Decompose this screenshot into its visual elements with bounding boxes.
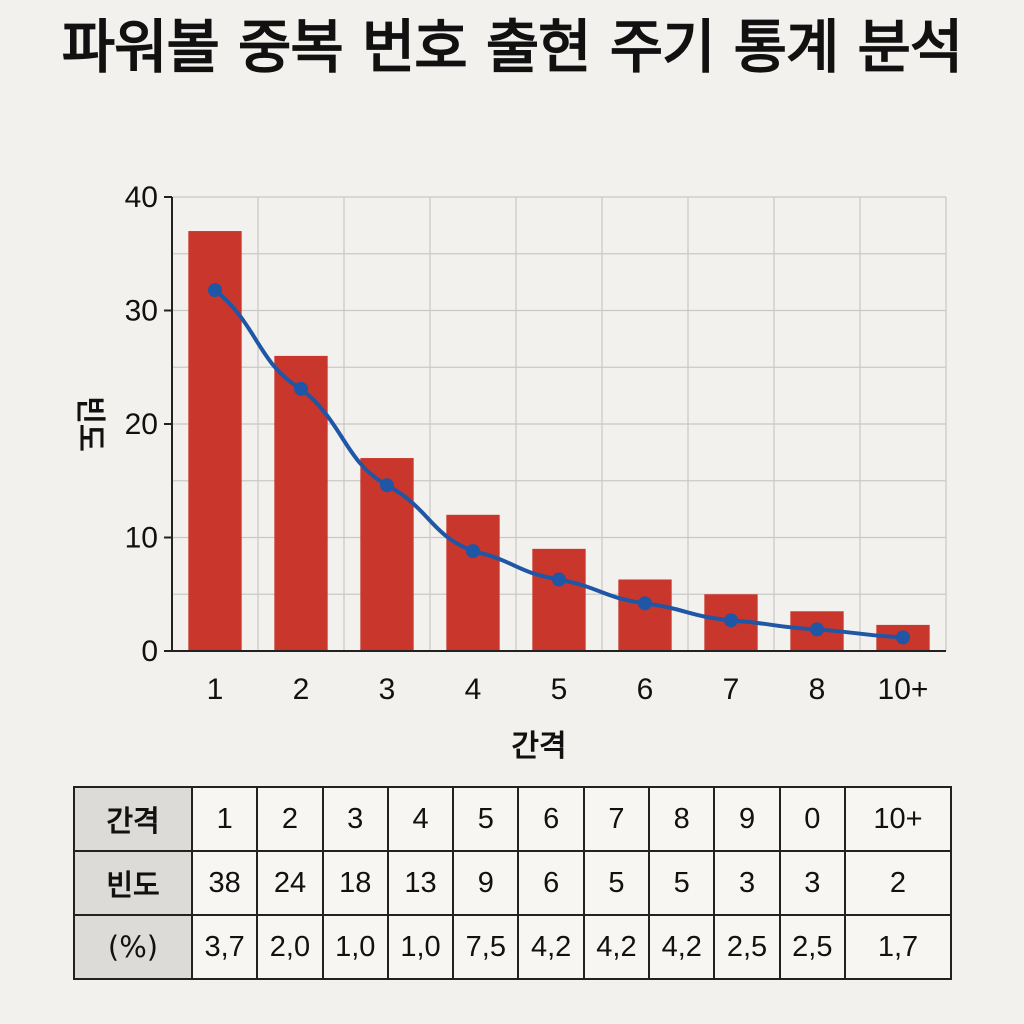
data-table: 간격 1 2 3 4 5 6 7 8 9 0 10+ 빈도 38 24 18 13 9 6 5 5 3 3 2 (%) 3,7 2,… <box>73 786 952 980</box>
table-cell: 1,0 <box>386 914 455 980</box>
table-cell: 5 <box>452 786 520 852</box>
bar <box>618 579 672 651</box>
table-cell: 6 <box>517 850 585 916</box>
table-cell: 38 <box>190 850 259 916</box>
trend-point <box>380 478 394 493</box>
table-cell: 3,7 <box>190 914 259 980</box>
table-row-header: 빈도 <box>73 850 193 916</box>
x-tick-label: 4 <box>465 673 482 706</box>
trend-point <box>810 622 824 637</box>
table-cell: 1,7 <box>844 914 952 980</box>
table-cell: 2,5 <box>778 914 847 980</box>
trend-point <box>896 630 910 645</box>
trend-line <box>208 283 910 645</box>
y-tick-label: 30 <box>125 295 158 328</box>
table-cell: 2,5 <box>713 914 781 980</box>
table-cell: 9 <box>713 786 781 852</box>
table-cell: 24 <box>256 850 324 916</box>
table-cell: 1,0 <box>321 914 389 980</box>
bar <box>532 548 586 651</box>
y-tick-label: 40 <box>125 181 158 214</box>
bar <box>188 231 242 652</box>
x-tick-label: 2 <box>293 673 310 706</box>
table-cell: 4,2 <box>582 914 651 980</box>
axes: 0 10 20 30 40 1 2 3 4 5 6 7 8 10+ <box>125 181 946 706</box>
trend-point <box>208 283 222 298</box>
table-cell: 8 <box>648 786 716 852</box>
table-row: (%) 3,7 2,0 1,0 1,0 7,5 4,2 4,2 4,2 2,5 2,5 1,7 <box>73 914 952 980</box>
table-cell: 4 <box>386 786 455 852</box>
x-axis-title: 간격 <box>511 729 566 764</box>
table-cell: 6 <box>517 786 585 852</box>
x-tick-label: 7 <box>723 673 740 706</box>
table-cell: 4,2 <box>648 914 716 980</box>
y-tick-label: 10 <box>125 522 158 555</box>
table-cell: 3 <box>321 786 389 852</box>
trend-point <box>552 572 566 587</box>
x-tick-label: 6 <box>637 673 654 706</box>
table-cell: 10+ <box>844 786 952 852</box>
table-row-header: (%) <box>73 914 193 980</box>
x-tick-label: 5 <box>551 673 568 706</box>
bars <box>188 231 930 652</box>
table-cell: 5 <box>582 850 651 916</box>
bar <box>446 514 500 651</box>
y-tick-label: 20 <box>125 408 158 441</box>
table-cell: 2 <box>256 786 324 852</box>
table-cell: 2 <box>844 850 952 916</box>
table-cell: 13 <box>386 850 455 916</box>
table-cell: 1 <box>190 786 259 852</box>
trend-point <box>638 596 652 611</box>
table-cell: 3 <box>713 850 781 916</box>
table-cell: 5 <box>648 850 716 916</box>
table-row-header: 간격 <box>73 786 193 852</box>
x-tick-label: 3 <box>379 673 396 706</box>
x-tick-label: 1 <box>207 673 224 706</box>
table-row: 빈도 38 24 18 13 9 6 5 5 3 3 2 <box>73 850 952 916</box>
chart: 0 10 20 30 40 1 2 3 4 5 6 7 8 10+ 간격 빈도 <box>72 181 947 764</box>
trend-point <box>294 381 308 396</box>
y-tick-label: 0 <box>141 635 158 668</box>
trend-point <box>466 544 480 559</box>
table-cell: 7,5 <box>452 914 520 980</box>
table-cell: 7 <box>582 786 651 852</box>
table-cell: 2,0 <box>256 914 324 980</box>
table-cell: 4,2 <box>517 914 585 980</box>
table-cell: 3 <box>778 850 847 916</box>
x-tick-label: 10+ <box>878 673 929 706</box>
y-axis-title: 빈도 <box>72 396 107 451</box>
table-cell: 9 <box>452 850 520 916</box>
trend-line-path <box>213 288 905 640</box>
table-row: 간격 1 2 3 4 5 6 7 8 9 0 10+ <box>73 786 952 852</box>
table-cell: 0 <box>778 786 847 852</box>
table-cell: 18 <box>321 850 389 916</box>
chart-title: 파워볼 중복 번호 출현 주기 통계 분석 <box>61 13 964 81</box>
x-tick-label: 8 <box>809 673 826 706</box>
trend-point <box>724 613 738 628</box>
bar <box>274 355 328 651</box>
